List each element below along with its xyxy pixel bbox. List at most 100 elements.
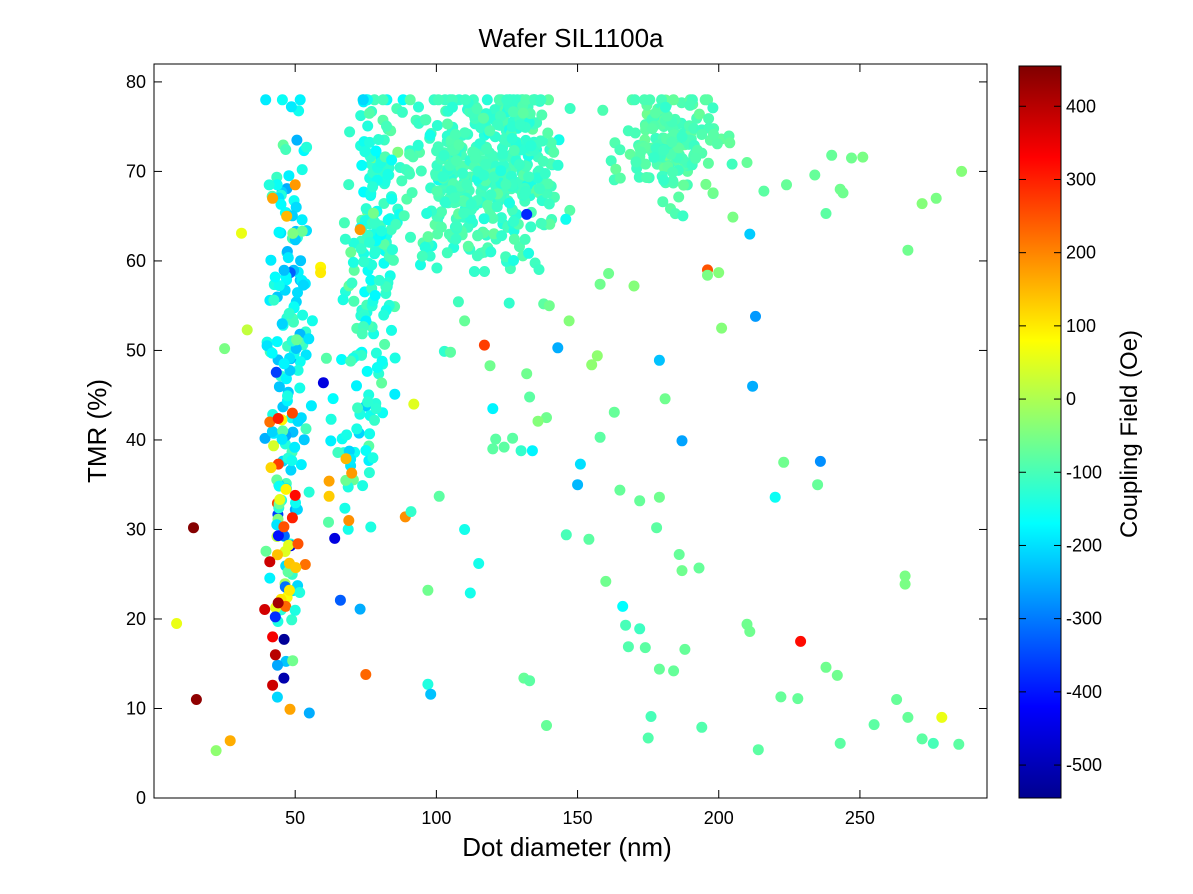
data-point xyxy=(354,224,366,236)
data-point xyxy=(696,129,708,140)
data-point xyxy=(495,110,506,122)
data-point xyxy=(356,328,368,340)
data-point xyxy=(265,462,277,474)
data-point xyxy=(526,445,538,457)
data-point xyxy=(236,227,247,239)
data-point xyxy=(327,393,339,405)
data-point xyxy=(594,278,606,290)
data-point xyxy=(343,179,355,191)
data-point xyxy=(673,191,685,203)
data-point xyxy=(263,179,275,191)
data-point xyxy=(296,225,308,237)
data-point xyxy=(542,127,554,139)
data-point xyxy=(902,711,914,723)
data-point xyxy=(425,688,437,700)
data-point xyxy=(703,113,715,125)
data-point xyxy=(536,135,548,147)
data-point xyxy=(276,318,288,330)
data-point xyxy=(271,336,283,348)
data-point xyxy=(336,354,348,365)
data-point xyxy=(422,584,434,596)
data-point xyxy=(433,490,445,502)
data-point xyxy=(267,679,279,691)
data-point xyxy=(382,168,394,180)
data-point xyxy=(809,169,821,181)
data-point xyxy=(346,467,358,479)
y-tick-label: 20 xyxy=(126,609,146,629)
x-tick-label: 100 xyxy=(421,808,451,828)
data-point xyxy=(493,94,505,106)
data-point xyxy=(471,250,483,262)
data-point xyxy=(297,309,309,321)
data-point xyxy=(272,530,284,542)
data-point xyxy=(747,380,759,392)
data-point xyxy=(370,246,381,258)
data-point xyxy=(506,170,517,182)
data-point xyxy=(376,225,387,237)
data-point xyxy=(362,396,374,408)
data-point xyxy=(542,178,554,190)
x-tick-label: 150 xyxy=(563,808,593,828)
data-point xyxy=(814,455,826,467)
data-point xyxy=(953,738,965,750)
data-point xyxy=(373,274,385,286)
data-point xyxy=(325,413,337,425)
data-point xyxy=(288,316,299,328)
data-point xyxy=(354,603,366,615)
data-point xyxy=(386,193,398,205)
data-point xyxy=(415,165,427,177)
data-point xyxy=(269,271,281,283)
data-point xyxy=(323,475,335,487)
colorbar-tick-label: 400 xyxy=(1066,96,1096,116)
data-point xyxy=(541,412,552,424)
data-point xyxy=(285,101,297,113)
data-point xyxy=(620,619,632,631)
data-point xyxy=(278,633,290,645)
data-point xyxy=(281,210,293,222)
data-point xyxy=(360,669,372,680)
data-point xyxy=(291,134,303,146)
data-point xyxy=(484,360,496,372)
colorbar-tick-label: 100 xyxy=(1066,316,1096,336)
data-point xyxy=(345,246,357,258)
data-point xyxy=(367,452,379,464)
data-point xyxy=(648,152,660,163)
data-point xyxy=(707,102,719,114)
y-tick-label: 10 xyxy=(126,698,146,718)
data-point xyxy=(379,338,391,350)
colorbar-tick-label: -500 xyxy=(1066,755,1102,775)
data-point xyxy=(286,455,298,467)
data-point xyxy=(373,134,384,145)
data-point xyxy=(548,146,560,158)
data-point xyxy=(629,127,641,139)
data-point xyxy=(301,141,313,153)
data-point xyxy=(292,415,304,427)
data-point xyxy=(700,178,712,190)
data-point xyxy=(360,445,372,456)
data-point xyxy=(378,309,390,321)
data-point xyxy=(364,236,375,248)
data-point xyxy=(634,495,646,507)
data-point xyxy=(481,94,493,106)
data-point xyxy=(284,703,296,715)
data-point xyxy=(405,231,416,243)
data-point xyxy=(299,559,311,570)
data-point xyxy=(367,181,379,193)
data-point xyxy=(450,155,462,167)
data-point xyxy=(412,139,424,151)
data-point xyxy=(513,159,525,170)
data-point xyxy=(405,506,417,518)
y-tick-label: 80 xyxy=(126,72,146,92)
data-point xyxy=(837,187,849,199)
data-point xyxy=(290,201,302,213)
data-point xyxy=(306,315,318,327)
data-point xyxy=(594,431,606,443)
data-point xyxy=(716,322,728,334)
data-point xyxy=(679,643,691,655)
data-point xyxy=(339,502,351,514)
data-point xyxy=(305,400,317,412)
data-point xyxy=(473,558,485,569)
data-point xyxy=(387,244,398,256)
data-point xyxy=(504,197,515,209)
